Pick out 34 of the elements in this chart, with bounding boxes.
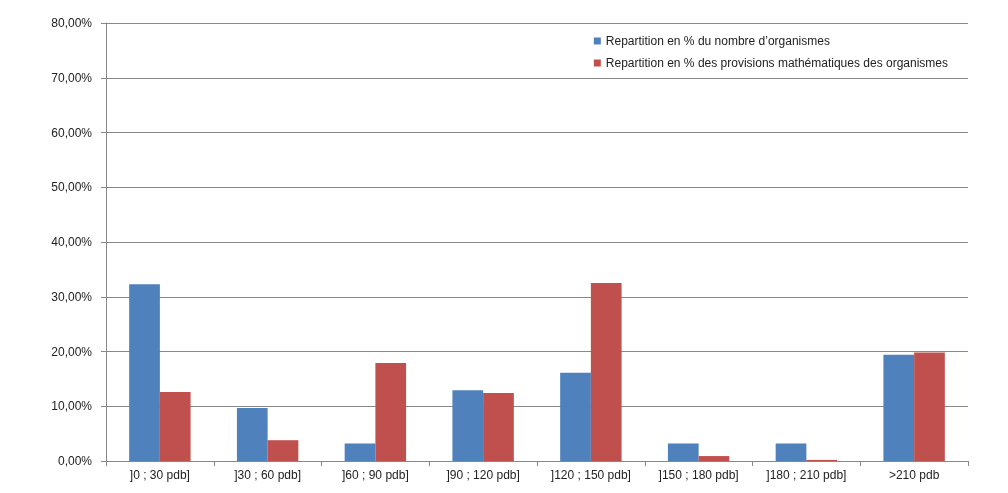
x-tick-label: >210 pdb (888, 468, 940, 482)
bar (883, 354, 915, 461)
bar (775, 443, 807, 461)
y-tick-label: 30,00% (51, 289, 93, 304)
bar (129, 284, 160, 461)
bar (483, 393, 514, 461)
bar (667, 443, 699, 461)
y-tick-label: 0,00% (57, 454, 93, 468)
bar (590, 283, 622, 461)
x-tick-label: ]150 ; 180 pdb] (658, 468, 739, 482)
bar (560, 372, 591, 461)
x-tick-label: ]90 ; 120 pdb] (446, 468, 520, 482)
y-tick-label: 20,00% (51, 344, 93, 359)
bar (698, 456, 730, 461)
x-tick-label: ]60 ; 90 pdb] (342, 468, 409, 482)
y-tick-label: 70,00% (51, 70, 93, 85)
bar (344, 443, 376, 461)
bar (452, 390, 484, 461)
y-tick-label: 10,00% (51, 399, 93, 414)
x-tick-label: ]120 ; 150 pdb] (550, 468, 631, 482)
y-tick-label: 80,00% (51, 16, 93, 30)
bar (914, 352, 945, 461)
bar (375, 363, 407, 461)
y-tick-label: 60,00% (51, 125, 93, 140)
x-tick-label: ]30 ; 60 pdb] (234, 468, 301, 482)
legend-label: Repartition en % des provisions mathématiques des organismes (605, 56, 949, 70)
bar (159, 392, 191, 461)
x-tick-label: ]180 ; 210 pdb] (766, 468, 847, 482)
bar (236, 407, 268, 461)
bar (267, 440, 299, 461)
legend-label: Repartition en % du nombre d’organismes (605, 34, 830, 48)
x-tick-label: ]0 ; 30 pdb] (129, 468, 190, 482)
y-tick-label: 40,00% (51, 235, 93, 249)
y-tick-label: 50,00% (51, 180, 93, 195)
